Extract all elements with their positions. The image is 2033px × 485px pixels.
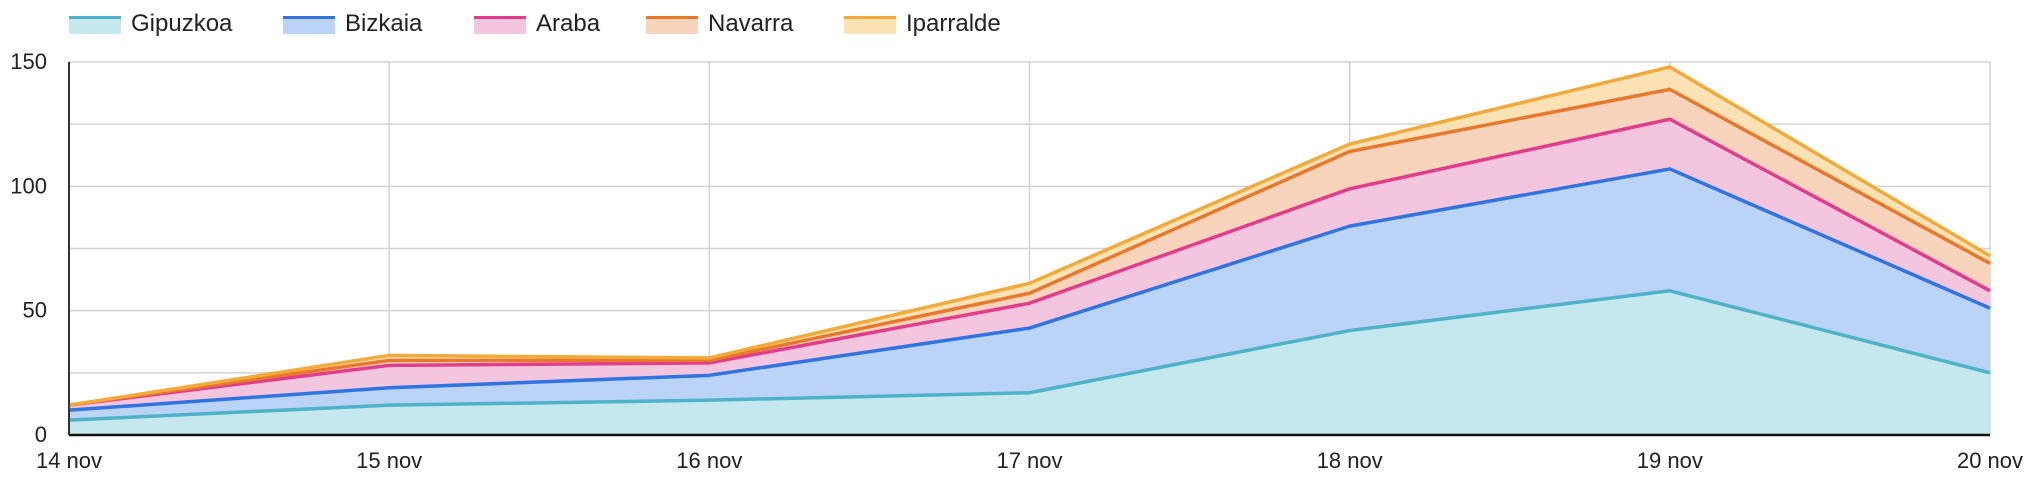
x-tick-label: 19 nov <box>1637 448 1703 473</box>
axes <box>68 62 1990 437</box>
x-tick-label: 15 nov <box>356 448 422 473</box>
legend-item-araba[interactable]: Araba <box>474 10 601 37</box>
legend-label: Iparralde <box>906 10 1001 37</box>
x-tick-labels: 14 nov 15 nov 16 nov 17 nov 18 nov 19 nov 20 n… <box>36 448 2023 473</box>
y-tick-label: 150 <box>10 49 47 74</box>
series-areas <box>69 66 1990 435</box>
legend: Gipuzkoa Bizkaia Araba Navarra Iparralde <box>69 10 1001 37</box>
line-iparralde <box>68 65 1991 407</box>
line-navarra <box>68 87 1991 407</box>
legend-swatch <box>474 16 526 34</box>
legend-item-navarra[interactable]: Navarra <box>646 10 794 37</box>
y-tick-labels: 0 50 100 150 <box>10 49 47 447</box>
y-tick-label: 50 <box>23 298 47 323</box>
x-tick-label: 17 nov <box>996 448 1062 473</box>
legend-label: Navarra <box>708 10 794 37</box>
area-bizkaia <box>69 168 1990 421</box>
legend-swatch <box>844 16 896 34</box>
legend-swatch <box>69 16 121 34</box>
legend-swatch <box>646 16 698 34</box>
line-gipuzkoa <box>68 289 1991 422</box>
line-araba <box>68 117 1991 407</box>
x-tick-label: 14 nov <box>36 448 102 473</box>
legend-swatch <box>283 16 335 34</box>
x-tick-label: 16 nov <box>676 448 742 473</box>
y-tick-label: 0 <box>35 422 47 447</box>
legend-label: Gipuzkoa <box>131 10 233 37</box>
y-tick-label: 100 <box>10 173 47 198</box>
line-bizkaia <box>68 167 1991 412</box>
x-tick-label: 20 nov <box>1957 448 2023 473</box>
legend-label: Araba <box>536 10 601 37</box>
legend-item-bizkaia[interactable]: Bizkaia <box>283 10 423 37</box>
series-lines <box>68 65 1991 422</box>
area-gipuzkoa <box>69 290 1990 435</box>
legend-item-iparralde[interactable]: Iparralde <box>844 10 1001 37</box>
x-tick-label: 18 nov <box>1317 448 1383 473</box>
area-araba <box>69 119 1990 411</box>
legend-item-gipuzkoa[interactable]: Gipuzkoa <box>69 10 233 37</box>
legend-label: Bizkaia <box>345 10 423 37</box>
